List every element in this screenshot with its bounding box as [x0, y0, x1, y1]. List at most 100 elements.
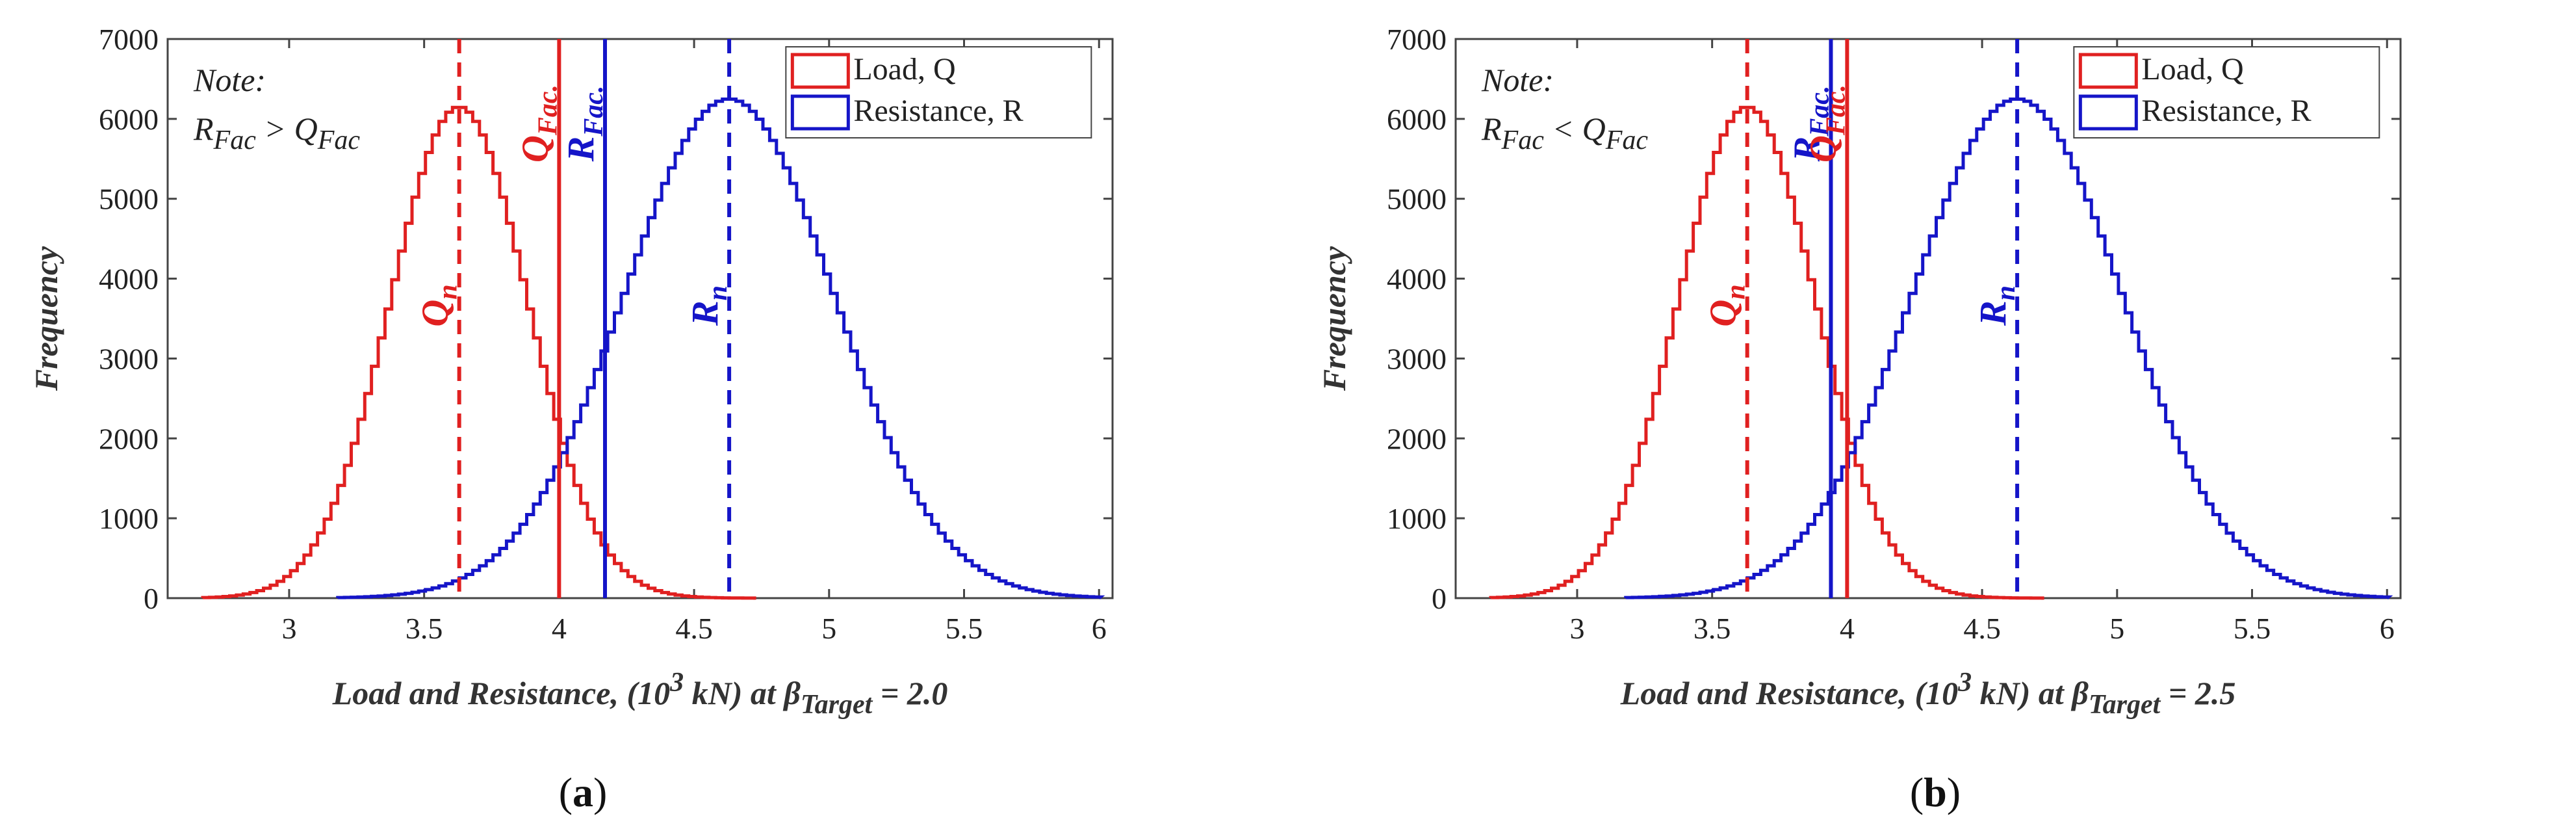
- plot-box: [1454, 38, 2402, 599]
- y-tick-label: 1000: [99, 502, 159, 535]
- legend-label: Resistance, R: [853, 94, 1023, 128]
- panel-caption: (a): [559, 769, 608, 815]
- x-tick-label: 4.5: [1963, 612, 2001, 645]
- ref-label-symbol: R: [1785, 137, 1827, 163]
- ref-label-symbol: R: [1972, 300, 2014, 326]
- x-tick-label: 6: [1092, 612, 1107, 645]
- note-lhs: R: [1481, 111, 1502, 147]
- y-tick-label: 0: [144, 582, 159, 615]
- x-tick-label: 5: [821, 612, 836, 645]
- note-rhs: Q: [1582, 111, 1606, 147]
- x-label-beta: β: [2070, 675, 2089, 711]
- ref-line-label: QFac.: [1801, 85, 1851, 163]
- ref-label-symbol: R: [560, 137, 602, 163]
- x-tick-label: 6: [2380, 612, 2395, 645]
- panel-b: 3 3.5 4 4.5 5 5.5 6 0 1000 2000 3000 4000 5000 6000 70…: [1316, 23, 2402, 815]
- note-rhs: Q: [294, 111, 318, 147]
- legend-label: Load, Q: [2141, 52, 2243, 86]
- legend-label: Load, Q: [853, 52, 955, 86]
- note-rhs-sub: Fac: [1605, 125, 1649, 155]
- legend-swatch-resistance: [2078, 94, 2138, 131]
- x-label-superscript: 3: [1957, 668, 1972, 698]
- x-tick-label: 5: [2109, 612, 2124, 645]
- histogram-load: [201, 105, 756, 600]
- y-tick-label: 5000: [1387, 183, 1447, 216]
- ref-line-label: Qn: [1702, 284, 1751, 326]
- ref-label-symbol: Q: [1801, 135, 1844, 163]
- ref-label-subscript: n: [433, 284, 463, 299]
- note-operator: >: [256, 111, 294, 147]
- ref-line-label: Rn: [684, 285, 733, 326]
- ref-line-label: Rn: [1972, 285, 2021, 326]
- x-label-superscript: 3: [669, 668, 684, 698]
- ref-label-symbol: R: [684, 300, 726, 326]
- x-tick-label: 3.5: [1694, 612, 1731, 645]
- ref-label-subscript: Fac.: [579, 86, 609, 137]
- plot-box: [166, 38, 1114, 599]
- x-tick-label: 3: [281, 612, 296, 645]
- ref-label-subscript: n: [1991, 285, 2021, 300]
- note-rhs-sub: Fac: [317, 125, 361, 155]
- y-tick-label: 7000: [1387, 23, 1447, 56]
- ref-label-symbol: Q: [414, 300, 456, 327]
- ref-line-label: RFac.: [1785, 86, 1835, 163]
- x-label-text-mid: kN) at: [684, 675, 784, 711]
- x-axis-label: Load and Resistance, (103 kN) at βTarget…: [332, 668, 948, 720]
- caption-close: ): [593, 769, 607, 815]
- panel-a: 3 3.5 4 4.5 5 5.5 6 0 1000 2000 3000 4000 5000 6000 70…: [28, 23, 1114, 815]
- ref-label-subscript: n: [703, 285, 733, 300]
- y-axis-label: Frequency: [28, 246, 64, 391]
- caption-letter: b: [1924, 769, 1947, 815]
- x-tick-label: 5.5: [2234, 612, 2271, 645]
- ref-label-symbol: Q: [1702, 300, 1744, 327]
- caption-letter: a: [573, 769, 593, 815]
- y-tick-label: 4000: [1387, 263, 1447, 296]
- note-inequality: RFac < QFac: [1481, 111, 1648, 155]
- y-tick-label: 1000: [1387, 502, 1447, 535]
- ref-line-label: QFac.: [513, 85, 563, 163]
- x-label-subscript: Target: [2089, 690, 2161, 720]
- x-label-text-mid: kN) at: [1972, 675, 2072, 711]
- panel-caption: (b): [1910, 769, 1961, 815]
- note-lhs: R: [193, 111, 214, 147]
- histogram-resistance: [1624, 98, 2393, 599]
- x-label-value: = 2.5: [2160, 675, 2235, 711]
- ref-label-subscript: Fac.: [533, 85, 563, 136]
- x-label-subscript: Target: [801, 690, 873, 720]
- caption-open: (: [559, 769, 573, 815]
- ref-label-symbol: Q: [513, 135, 556, 163]
- y-tick-label: 3000: [99, 342, 159, 375]
- x-label-text: Load and Resistance, (10: [1620, 675, 1958, 711]
- y-tick-label: 6000: [99, 103, 159, 136]
- ref-label-subscript: Fac.: [1805, 86, 1835, 137]
- y-tick-label: 7000: [99, 23, 159, 56]
- x-axis-label: Load and Resistance, (103 kN) at βTarget…: [1620, 668, 2236, 720]
- x-tick-label: 3: [1569, 612, 1584, 645]
- histogram-resistance: [336, 98, 1105, 599]
- ref-line-label: RFac.: [560, 86, 609, 163]
- note-lhs-sub: Fac: [213, 125, 257, 155]
- note-inequality: RFac > QFac: [193, 111, 360, 155]
- x-tick-label: 4: [1840, 612, 1855, 645]
- ref-line-label: Qn: [414, 284, 463, 326]
- x-label-beta: β: [782, 675, 801, 711]
- histogram-load: [1489, 105, 2044, 600]
- note-lhs-sub: Fac: [1501, 125, 1545, 155]
- y-tick-label: 2000: [99, 422, 159, 455]
- y-tick-label: 6000: [1387, 103, 1447, 136]
- y-tick-label: 0: [1432, 582, 1447, 615]
- x-tick-label: 5.5: [946, 612, 983, 645]
- x-tick-label: 3.5: [406, 612, 443, 645]
- ref-label-subscript: Fac.: [1821, 85, 1851, 136]
- x-tick-label: 4.5: [675, 612, 713, 645]
- note-title: Note:: [1481, 62, 1554, 98]
- y-tick-label: 4000: [99, 263, 159, 296]
- x-label-value: = 2.0: [872, 675, 947, 711]
- legend-swatch-load: [790, 53, 850, 89]
- legend-box: [2073, 46, 2380, 138]
- x-tick-label: 4: [552, 612, 567, 645]
- y-tick-label: 3000: [1387, 342, 1447, 375]
- legend-swatch-load: [2078, 53, 2138, 89]
- legend-box: [785, 46, 1092, 138]
